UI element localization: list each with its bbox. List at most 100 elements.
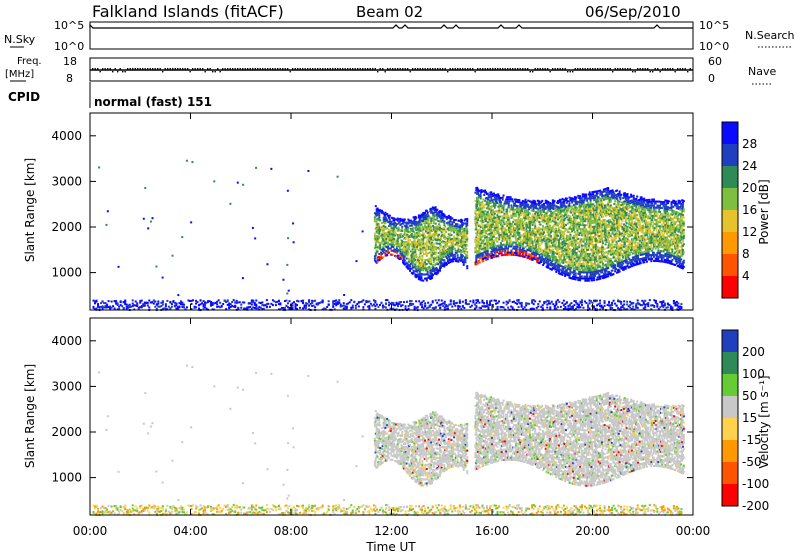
nave-dot: [354, 68, 356, 70]
power-cell: [445, 231, 448, 234]
power-cell: [493, 251, 496, 254]
power-cell: [378, 214, 381, 217]
power-cell: [547, 264, 550, 267]
power-cell: [375, 249, 378, 252]
power-cell: [498, 248, 501, 251]
power-cell: [530, 221, 533, 224]
power-cell: [444, 229, 447, 232]
power-cell: [502, 210, 505, 213]
power-cell: [485, 203, 488, 206]
power-cell: [521, 240, 524, 243]
power-cell: [569, 225, 572, 228]
power-cell: [520, 213, 523, 216]
power-cell: [601, 266, 604, 269]
power-cell: [545, 259, 548, 262]
power-cell: [547, 209, 550, 212]
power-cell: [384, 226, 387, 229]
power-cell: [423, 236, 426, 239]
power-cell: [404, 221, 407, 224]
power-cell: [537, 210, 540, 213]
power-cell: [496, 197, 499, 200]
nave-dot: [549, 71, 551, 73]
power-cell: [438, 247, 441, 250]
power-cell: [603, 219, 606, 222]
power-cell: [382, 251, 385, 254]
nsky-tick-bottom: 10^0: [54, 40, 84, 53]
power-cell: [424, 250, 427, 253]
power-cell: [537, 257, 540, 260]
power-cell: [521, 210, 524, 213]
power-cell: [592, 248, 595, 251]
power-cell: [457, 229, 460, 232]
power-cell: [422, 265, 425, 268]
power-cell: [488, 218, 491, 221]
power-cell: [482, 260, 485, 263]
power-cell: [571, 201, 574, 204]
power-cell: [566, 210, 569, 213]
power-cell: [538, 202, 541, 205]
power-cell: [582, 224, 585, 227]
power-cell: [460, 233, 463, 236]
power-cell: [591, 242, 594, 245]
power-cell: [424, 234, 427, 237]
power-cell: [564, 213, 567, 216]
power-cell: [572, 208, 575, 211]
power-cell: [586, 275, 589, 278]
power-cell: [440, 210, 443, 213]
power-cell: [486, 227, 489, 230]
power-cell: [511, 198, 514, 201]
cpid-value: normal (fast) 151: [94, 95, 212, 109]
power-cell: [480, 242, 483, 245]
power-cell: [597, 239, 600, 242]
power-cell: [474, 222, 477, 225]
power-cell: [490, 191, 493, 194]
power-cell: [498, 252, 501, 255]
power-cell: [601, 201, 604, 204]
power-cell: [392, 245, 395, 248]
nave-dot: [539, 68, 541, 70]
power-cell: [489, 193, 492, 196]
nave-dot: [304, 68, 306, 70]
power-cell: [530, 219, 533, 222]
power-cell: [580, 256, 583, 259]
power-cell: [596, 245, 599, 248]
power-cell: [519, 252, 522, 255]
power-cell: [559, 219, 562, 222]
power-cell: [475, 232, 478, 235]
power-cell: [550, 210, 553, 213]
power-cell: [564, 224, 567, 227]
power-cell: [484, 255, 487, 258]
power-cell: [609, 233, 612, 236]
power-cell: [497, 211, 500, 214]
power-cell: [478, 228, 481, 231]
nave-dot: [679, 68, 681, 70]
power-cell: [392, 241, 395, 244]
power-cell: [427, 231, 430, 234]
power-cell: [502, 194, 505, 197]
power-cell: [545, 222, 548, 225]
power-cell: [430, 252, 433, 255]
nave-dot: [269, 68, 271, 70]
power-cell: [604, 187, 607, 190]
power-cell: [546, 210, 549, 213]
power-cell: [410, 232, 413, 235]
power-cell: [541, 220, 544, 223]
power-cell: [590, 267, 593, 270]
power-cell: [522, 208, 525, 211]
power-cell: [543, 205, 546, 208]
power-cell: [586, 207, 589, 210]
power-cell: [533, 245, 536, 248]
power-cell: [446, 248, 449, 251]
power-cell: [492, 235, 495, 238]
power-cell: [424, 252, 427, 255]
nave-tick-bottom: 0: [708, 72, 715, 85]
power-cell: [373, 259, 376, 262]
power-cell: [547, 201, 550, 204]
power-cell: [539, 250, 542, 253]
power-cell: [484, 232, 487, 235]
power-cell: [570, 250, 573, 253]
power-cell: [436, 262, 439, 265]
power-cell: [461, 250, 464, 253]
power-cell: [547, 266, 550, 269]
power-cell: [523, 216, 526, 219]
